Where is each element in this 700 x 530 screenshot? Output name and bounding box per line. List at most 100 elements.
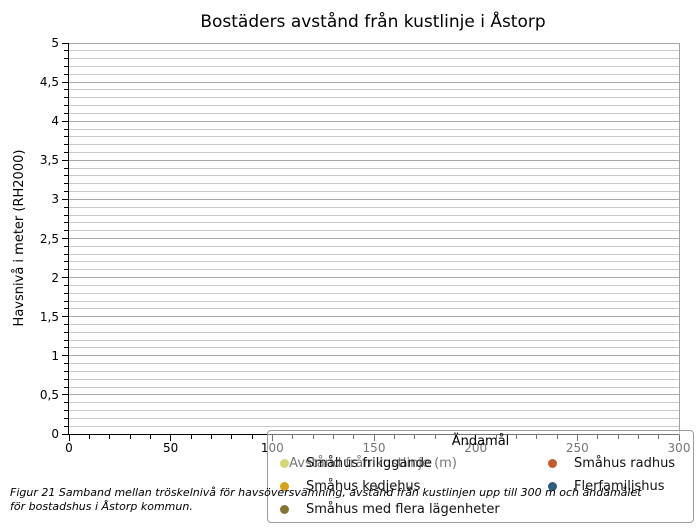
legend-item-label: Flerfamiljshus: [574, 479, 665, 494]
x-minor-tick: [454, 435, 456, 439]
legend-item: Småhus radhus: [548, 452, 675, 475]
x-major-tick: [170, 435, 172, 441]
x-minor-tick: [109, 435, 111, 439]
minor-gridline: [69, 183, 679, 185]
major-gridline: [69, 42, 679, 44]
minor-gridline: [69, 324, 679, 326]
minor-gridline: [69, 386, 679, 388]
y-minor-tick: [64, 151, 68, 153]
minor-gridline: [69, 300, 679, 302]
y-minor-tick: [64, 50, 68, 52]
major-gridline: [69, 316, 679, 318]
minor-gridline: [69, 112, 679, 114]
y-major-tick: [62, 433, 68, 435]
minor-gridline: [69, 97, 679, 99]
legend-item: Småhus friliggande: [280, 452, 548, 475]
major-gridline: [69, 120, 679, 122]
x-minor-tick: [231, 435, 233, 439]
minor-gridline: [69, 89, 679, 91]
chart-title: Bostäders avstånd från kustlinje i Åstor…: [200, 12, 546, 32]
minor-gridline: [69, 417, 679, 419]
y-minor-tick: [64, 324, 68, 326]
y-major-tick: [62, 159, 68, 161]
legend-item-label: Småhus kedjehus: [306, 479, 421, 494]
y-tick-label: 0: [51, 427, 59, 441]
y-minor-tick: [64, 58, 68, 60]
minor-gridline: [69, 402, 679, 404]
y-minor-tick: [64, 370, 68, 372]
y-tick-label: 3: [51, 192, 59, 207]
x-minor-tick: [536, 435, 538, 439]
y-minor-tick: [64, 253, 68, 255]
y-tick-label: 4,5: [39, 75, 59, 90]
minor-gridline: [69, 206, 679, 208]
y-minor-tick: [64, 167, 68, 169]
x-minor-tick: [312, 435, 314, 439]
y-minor-tick: [64, 402, 68, 404]
legend-item: Småhus kedjehus: [280, 475, 548, 498]
minor-gridline: [69, 261, 679, 263]
minor-gridline: [69, 230, 679, 232]
y-minor-tick: [64, 269, 68, 271]
minor-gridline: [69, 58, 679, 60]
x-minor-tick: [658, 435, 660, 439]
minor-gridline: [69, 292, 679, 294]
x-minor-tick: [434, 435, 436, 439]
x-minor-tick: [637, 435, 639, 439]
y-major-tick: [62, 42, 68, 44]
y-tick-label: 1: [51, 348, 59, 363]
y-minor-tick: [64, 222, 68, 224]
caption-line: Figur 21 Samband mellan tröskelnivå för …: [10, 486, 642, 499]
minor-gridline: [69, 105, 679, 107]
x-major-tick: [68, 435, 70, 441]
y-minor-tick: [64, 386, 68, 388]
legend-item: Flerfamiljshus: [548, 475, 675, 498]
y-minor-tick: [64, 410, 68, 412]
y-minor-tick: [64, 417, 68, 419]
minor-gridline: [69, 144, 679, 146]
y-minor-tick: [64, 347, 68, 349]
y-tick-label: 2,5: [39, 231, 59, 246]
legend-item: Småhus med flera lägenheter: [280, 498, 548, 521]
legend-columns: Småhus friliggande Småhus kedjehus Småhus …: [268, 452, 693, 521]
x-minor-tick: [332, 435, 334, 439]
y-tick-label: 4: [51, 114, 59, 129]
x-major-tick: [475, 435, 477, 441]
y-major-tick: [62, 238, 68, 239]
minor-gridline: [69, 151, 679, 153]
x-major-tick: [576, 435, 578, 441]
minor-gridline: [69, 378, 679, 380]
major-gridline: [69, 238, 679, 239]
scatter-marker-icon: [280, 459, 289, 468]
x-minor-tick: [617, 435, 619, 439]
minor-gridline: [69, 370, 679, 372]
y-tick-label: 2: [51, 270, 59, 285]
x-minor-tick: [88, 435, 90, 439]
y-minor-tick: [64, 183, 68, 185]
x-tick-label: 150: [362, 441, 386, 455]
y-minor-tick: [64, 331, 68, 333]
y-major-tick: [62, 355, 68, 357]
major-gridline: [69, 159, 679, 161]
legend-item-label: Småhus radhus: [574, 456, 676, 471]
x-minor-tick: [353, 435, 355, 439]
y-minor-tick: [64, 245, 68, 247]
y-axis-label: Havsnivå i meter (RH2000): [12, 149, 27, 327]
minor-gridline: [69, 191, 679, 193]
minor-gridline: [69, 50, 679, 52]
y-minor-tick: [64, 112, 68, 114]
minor-gridline: [69, 425, 679, 427]
legend: Ändamål Småhus friliggande Småhus kedjehu…: [267, 430, 694, 523]
x-major-tick: [271, 435, 273, 441]
plot-area: 0 0,5 1 1,5 2 2,5 3 3,5 4 4,5 5 0 50 100 150 200 250 300: [40, 36, 691, 455]
y-minor-tick: [64, 300, 68, 302]
minor-gridline: [69, 214, 679, 216]
scatter-marker-icon: [280, 482, 289, 491]
x-minor-tick: [149, 435, 151, 439]
scatter-marker-icon: [548, 459, 557, 468]
x-tick-label: 0: [65, 441, 73, 455]
y-major-tick: [62, 81, 68, 83]
y-minor-tick: [64, 292, 68, 294]
x-minor-tick: [597, 435, 599, 439]
y-minor-tick: [64, 230, 68, 232]
